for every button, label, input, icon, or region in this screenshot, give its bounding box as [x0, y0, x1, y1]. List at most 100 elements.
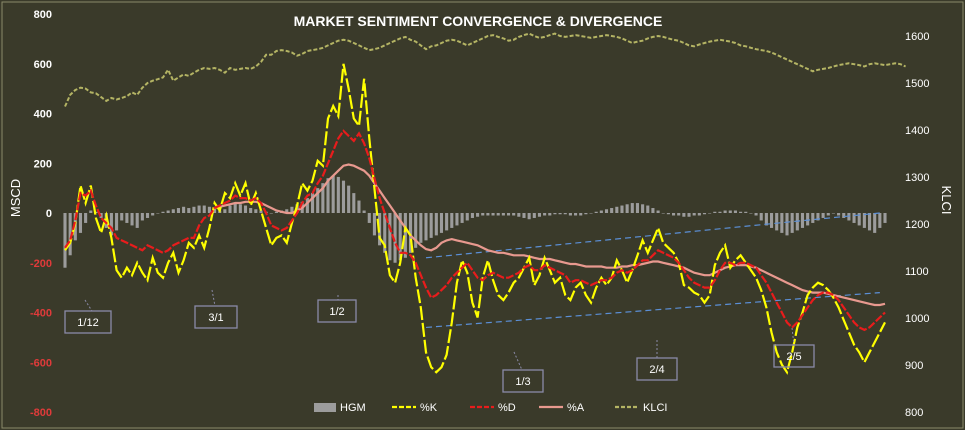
series-lines [64, 32, 907, 375]
hgm-bar [852, 213, 856, 223]
hgm-bar [311, 193, 315, 213]
hgm-bar [130, 213, 134, 226]
annotation-pointer [513, 351, 523, 371]
hgm-bar [316, 188, 320, 213]
hgm-bar [744, 211, 748, 213]
annotation-box [502, 369, 544, 393]
hgm-bar [821, 213, 825, 218]
hgm-bar [584, 213, 588, 215]
annotation-pointer [791, 327, 795, 346]
hgm-bar [481, 213, 485, 216]
hgm-bar [723, 210, 727, 213]
hgm-bar [362, 210, 366, 213]
hgm-bar [274, 211, 278, 213]
hgm-bar [491, 213, 495, 216]
annotation-label: 1/12 [77, 317, 98, 329]
hgm-bar [527, 213, 531, 220]
hgm-bar [125, 213, 129, 223]
hgm-bar [228, 205, 232, 213]
series-line-klci [64, 32, 907, 107]
hgm-bar [739, 211, 743, 213]
hgm-bar [305, 198, 309, 213]
legend-label: KLCI [643, 402, 667, 414]
hgm-bar [145, 213, 150, 218]
y-left-tick-label: -800 [30, 407, 52, 419]
hgm-bar [352, 193, 356, 213]
legend-swatch-hgm [314, 403, 336, 412]
hgm-bar [445, 213, 449, 231]
hgm-bar [563, 213, 567, 215]
hgm-bar [372, 213, 376, 236]
hgm-bar [728, 210, 732, 213]
hgm-bar [135, 213, 139, 228]
hgm-bar [635, 203, 639, 213]
hgm-bar [285, 209, 289, 213]
hgm-bar [341, 180, 346, 213]
hgm-bar [249, 208, 253, 213]
hgm-bar [656, 210, 660, 213]
hgm-bar [223, 209, 227, 213]
hgm-bars [63, 175, 887, 268]
hgm-bar [476, 213, 480, 217]
hgm-bar [754, 213, 758, 216]
hgm-bar [388, 213, 392, 261]
trendline-upper [425, 212, 880, 259]
hgm-bar [120, 213, 124, 221]
hgm-bar [512, 213, 516, 216]
hgm-bar [496, 213, 500, 216]
hgm-bar [517, 213, 521, 217]
annotation-label: 2/5 [786, 351, 801, 363]
hgm-bar [68, 213, 72, 256]
hgm-bar [213, 208, 217, 213]
hgm-bar [713, 211, 717, 213]
legend-label: %D [498, 402, 516, 414]
hgm-bar [873, 213, 877, 233]
annotation-box [64, 310, 112, 334]
y-axis-left-ticks: 800 600 400 200 0 -200 -400 -600 -800 [30, 9, 52, 419]
hgm-bar [424, 213, 428, 241]
hgm-bar [831, 213, 835, 214]
hgm-bar [403, 213, 407, 258]
hgm-bar [63, 213, 67, 268]
hgm-bar [553, 213, 557, 215]
hgm-bar [574, 213, 578, 216]
hgm-bar [161, 211, 165, 213]
hgm-bar [615, 206, 619, 213]
hgm-bar [115, 213, 119, 231]
hgm-bar [419, 213, 423, 243]
legend-label: %A [567, 402, 585, 414]
hgm-bar [269, 213, 273, 214]
hgm-bar [800, 213, 805, 228]
hgm-bar [537, 213, 542, 217]
chart-title: MARKET SENTIMENT CONVERGENCE & DIVERGENC… [294, 13, 663, 29]
hgm-bar [708, 213, 712, 214]
hgm-bar [604, 209, 609, 213]
hgm-bar [775, 213, 779, 231]
y-axis-left-label: MSCD [8, 179, 23, 217]
hgm-bar [290, 206, 294, 213]
hgm-bar [367, 213, 371, 223]
hgm-bar [243, 205, 248, 213]
hgm-bar [233, 203, 237, 213]
hgm-bar [543, 213, 547, 216]
hgm-bar [197, 205, 201, 213]
hgm-bar [326, 178, 330, 213]
hgm-bar [166, 210, 170, 213]
y-left-tick-label: 800 [34, 9, 52, 21]
hgm-bar [522, 213, 526, 218]
trendline-lower [425, 292, 880, 329]
hgm-bar [439, 213, 444, 233]
hgm-bar [465, 213, 469, 221]
hgm-bar [470, 213, 474, 218]
hgm-bar [398, 213, 402, 261]
y-left-tick-label: -400 [30, 308, 52, 320]
hgm-bar [672, 213, 676, 216]
annotation-label: 1/3 [515, 376, 530, 388]
y-right-tick-label: 800 [905, 407, 923, 419]
hgm-bar [171, 209, 175, 213]
hgm-bar [594, 211, 598, 213]
hgm-bar [393, 213, 397, 263]
y-left-tick-label: -200 [30, 258, 52, 270]
